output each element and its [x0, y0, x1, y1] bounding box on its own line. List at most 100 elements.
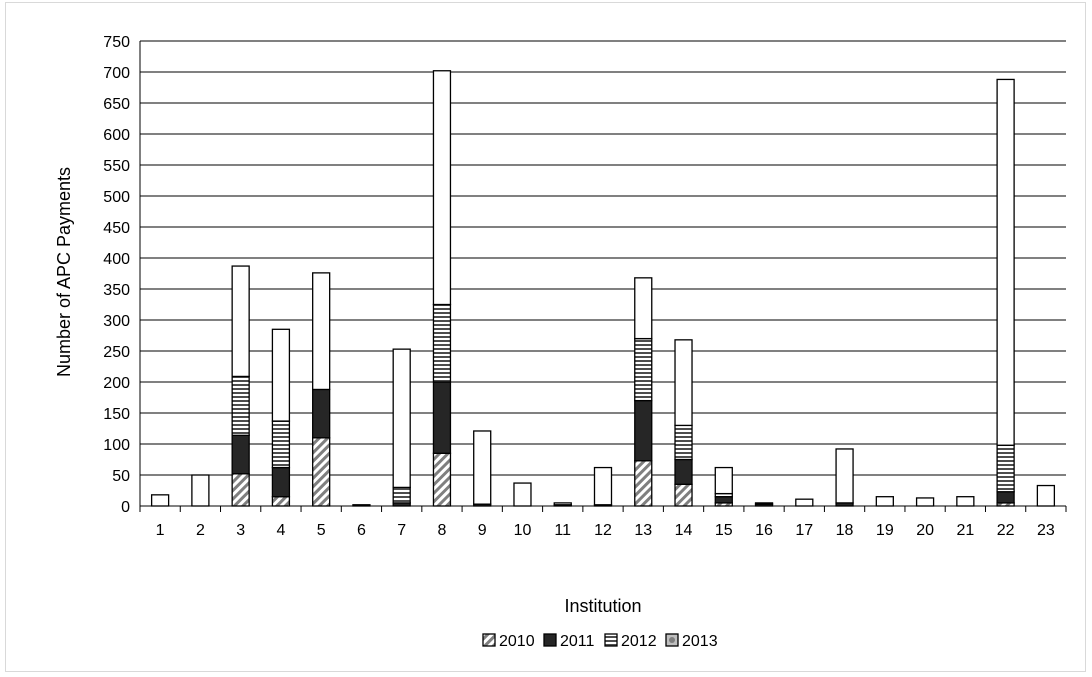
y-tick-label: 500: [103, 189, 130, 206]
bar-segment-2013-inst-15: [714, 466, 733, 495]
bar-segment-2013-inst-22: [996, 78, 1015, 446]
legend-label: 2011: [560, 633, 595, 650]
x-tick-label: 10: [514, 522, 532, 539]
y-tick-label: 300: [103, 313, 130, 330]
x-tick-labels: 1 2 3 4 5 6 7 8 9 10 11 12 13 14 15 16 17 18 19 20 21 22 23: [156, 522, 1055, 539]
legend-item-2011: 2011: [543, 633, 595, 650]
y-tick-label: 650: [103, 96, 130, 113]
y-tick-label: 700: [103, 65, 130, 82]
x-tick-label: 7: [397, 522, 406, 539]
x-tick-label: 23: [1037, 522, 1055, 539]
bar-segment-2011-inst-8: [432, 381, 452, 454]
y-tick-label: 550: [103, 158, 130, 175]
y-axis-title: Number of APC Payments: [54, 167, 74, 377]
bar-segment-2013-inst-23: [1036, 484, 1056, 507]
x-tick-label: 1: [156, 522, 165, 539]
chart-frame: [5, 2, 1086, 672]
bar-segment-2013-inst-4: [271, 328, 291, 422]
bar-segment-2013-inst-19: [875, 496, 894, 507]
bar-segment-2013-inst-17: [795, 498, 814, 507]
bar-segment-2012-inst-7: [392, 486, 411, 504]
bar-segment-2010-inst-8: [432, 452, 452, 507]
bar-segment-2012-inst-4: [271, 420, 291, 469]
x-tick-label: 8: [438, 522, 447, 539]
legend-item-2012: 2012: [604, 633, 657, 650]
x-tick-label: 4: [276, 522, 285, 539]
bars: [150, 70, 1056, 507]
bar-segment-2013-inst-13: [634, 277, 653, 340]
legend-label: 2012: [621, 633, 657, 650]
legend-item-2013: 2013: [665, 633, 718, 650]
bar-segment-2013-inst-21: [956, 496, 975, 507]
legend: 2010 2011 2012 2013: [482, 633, 718, 650]
bar-segment-2013-inst-12: [593, 466, 613, 506]
bar-segment-2012-inst-8: [432, 303, 452, 383]
bar-segment-2013-inst-2: [191, 474, 210, 507]
bar-segment-2010-inst-14: [674, 483, 693, 507]
bar-segment-2013-inst-7: [392, 348, 411, 489]
bar-segment-2012-inst-13: [634, 337, 653, 402]
x-tick-label: 20: [916, 522, 934, 539]
bar-segment-2013-inst-8: [432, 70, 452, 306]
bar-segment-2012-inst-22: [996, 444, 1015, 493]
bar-segment-2011-inst-3: [231, 434, 250, 475]
y-tick-label: 100: [103, 437, 130, 454]
x-tick-label: 6: [357, 522, 366, 539]
bar-segment-2011-inst-15: [714, 496, 733, 504]
y-tick-label: 150: [103, 406, 130, 423]
bar-segment-2013-inst-14: [674, 339, 693, 427]
y-tick-labels: 0 50 100 150 200 250 300 350 400 450 500 550 600 650 7…: [103, 34, 130, 516]
x-tick-label: 17: [795, 522, 813, 539]
legend-label: 2013: [682, 633, 718, 650]
x-tick-label: 5: [317, 522, 326, 539]
x-tick-label: 12: [594, 522, 612, 539]
legend-label: 2010: [499, 633, 535, 650]
legend-swatch: [482, 633, 496, 647]
legend-swatch: [543, 633, 557, 647]
y-tick-label: 0: [121, 499, 130, 516]
bar-segment-2013-inst-10: [513, 482, 532, 507]
legend-item-2010: 2010: [482, 633, 535, 650]
bar-segment-2013-inst-16: [754, 502, 774, 505]
y-tick-label: 400: [103, 251, 130, 268]
y-tick-label: 350: [103, 282, 130, 299]
y-tick-label: 50: [112, 468, 130, 485]
x-tick-label: 9: [478, 522, 487, 539]
bar-segment-2010-inst-3: [231, 473, 250, 507]
legend-swatch: [604, 633, 618, 647]
y-tick-label: 750: [103, 34, 130, 51]
bar-segment-2013-inst-11: [553, 502, 572, 506]
bar-segment-2011-inst-5: [312, 388, 331, 439]
bar-segment-2012-inst-3: [231, 375, 250, 436]
x-tick-label: 18: [836, 522, 854, 539]
x-tick-label: 3: [236, 522, 245, 539]
bar-segment-2013-inst-9: [473, 430, 492, 505]
x-tick-label: 2: [196, 522, 205, 539]
x-axis-title: Institution: [564, 596, 641, 616]
y-tick-label: 250: [103, 344, 130, 361]
bar-segment-2013-inst-5: [312, 272, 331, 391]
x-tick-label: 15: [715, 522, 733, 539]
bar-segment-2013-inst-3: [231, 265, 250, 378]
bar-segment-2011-inst-13: [634, 399, 653, 462]
bar-segment-2011-inst-4: [271, 466, 291, 498]
axes: [139, 41, 1067, 512]
bar-segment-2011-inst-14: [674, 458, 693, 485]
x-tick-label: 14: [675, 522, 693, 539]
y-tick-label: 450: [103, 220, 130, 237]
legend-swatch-dot: [669, 637, 675, 643]
x-tick-label: 22: [997, 522, 1015, 539]
x-tick-label: 11: [554, 522, 571, 539]
x-tick-label: 21: [956, 522, 974, 539]
bar-segment-2010-inst-4: [271, 496, 291, 507]
bar-segment-2010-inst-5: [312, 437, 331, 507]
x-tick-label: 19: [876, 522, 894, 539]
bar-segment-2011-inst-22: [996, 491, 1015, 504]
bar-segment-2013-inst-18: [835, 448, 854, 504]
bar-segment-2010-inst-13: [634, 460, 653, 507]
x-tick-label: 13: [634, 522, 652, 539]
bar-segment-2012-inst-14: [674, 424, 693, 461]
x-tick-label: 16: [755, 522, 773, 539]
y-tick-label: 200: [103, 375, 130, 392]
